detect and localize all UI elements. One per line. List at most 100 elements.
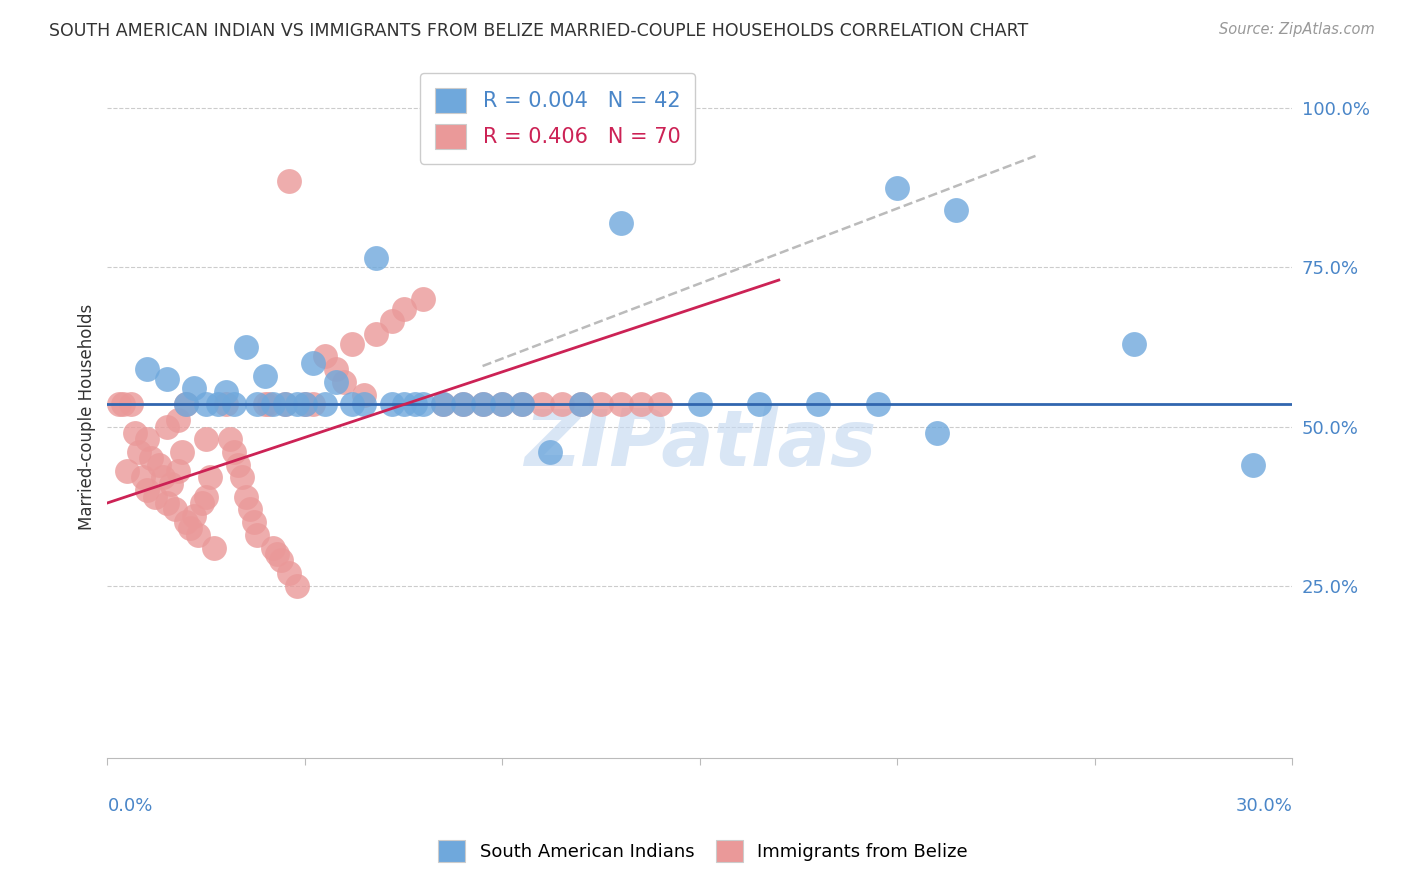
Point [278,174,301,188]
Point [278,566,301,580]
Point [925,425,948,440]
Point [353,397,375,411]
Point [202,541,225,555]
Point [143,490,166,504]
Point [451,397,474,411]
Text: 30.0%: 30.0% [1236,797,1292,814]
Point [179,521,201,535]
Point [128,445,150,459]
Point [254,397,277,411]
Point [218,432,240,446]
Point [412,292,434,306]
Point [222,397,245,411]
Point [325,362,347,376]
Point [274,397,297,411]
Point [285,397,308,411]
Point [226,458,249,472]
Point [135,362,157,376]
Point [314,350,336,364]
Point [156,419,179,434]
Point [195,490,218,504]
Point [432,397,454,411]
Point [807,397,830,411]
Point [510,397,533,411]
Point [215,384,238,399]
Point [246,397,269,411]
Point [135,483,157,498]
Point [381,397,404,411]
Point [404,397,426,411]
Point [569,397,592,411]
Point [231,470,253,484]
Point [314,397,336,411]
Point [262,541,284,555]
Point [530,397,553,411]
Point [163,502,186,516]
Point [392,397,415,411]
Point [353,387,375,401]
Point [301,356,323,370]
Point [156,372,179,386]
Point [207,397,229,411]
Point [364,251,387,265]
Point [610,216,633,230]
Point [115,464,138,478]
Point [630,397,652,411]
Point [195,397,218,411]
Point [167,464,190,478]
Text: Source: ZipAtlas.com: Source: ZipAtlas.com [1219,22,1375,37]
Point [156,496,179,510]
Point [198,470,221,484]
Point [187,528,209,542]
Point [108,397,131,411]
Point [1241,458,1264,472]
Point [364,327,387,342]
Point [538,445,561,459]
Point [325,375,347,389]
Point [176,515,198,529]
Point [412,397,434,411]
Text: SOUTH AMERICAN INDIAN VS IMMIGRANTS FROM BELIZE MARRIED-COUPLE HOUSEHOLDS CORREL: SOUTH AMERICAN INDIAN VS IMMIGRANTS FROM… [49,22,1028,40]
Point [589,397,612,411]
Point [610,397,633,411]
Point [262,397,284,411]
Point [491,397,513,411]
Point [451,397,474,411]
Point [294,397,316,411]
Point [195,432,218,446]
Point [471,397,494,411]
Point [259,397,281,411]
Point [191,496,214,510]
Point [152,470,174,484]
Point [510,397,533,411]
Point [432,397,454,411]
Point [167,413,190,427]
Point [301,397,323,411]
Point [176,397,198,411]
Point [748,397,770,411]
Point [650,397,672,411]
Point [148,458,170,472]
Point [215,397,238,411]
Point [112,397,135,411]
Point [689,397,711,411]
Point [183,381,205,395]
Point [246,528,269,542]
Point [132,470,155,484]
Point [235,340,257,354]
Point [139,451,162,466]
Y-axis label: Married-couple Households: Married-couple Households [79,304,96,530]
Point [183,508,205,523]
Point [886,180,908,194]
Point [172,445,194,459]
Point [238,502,260,516]
Point [270,553,292,567]
Text: ZIPatlas: ZIPatlas [523,406,876,483]
Point [222,445,245,459]
Point [342,336,364,351]
Point [550,397,572,411]
Point [135,432,157,446]
Point [471,397,494,411]
Point [294,397,316,411]
Point [866,397,889,411]
